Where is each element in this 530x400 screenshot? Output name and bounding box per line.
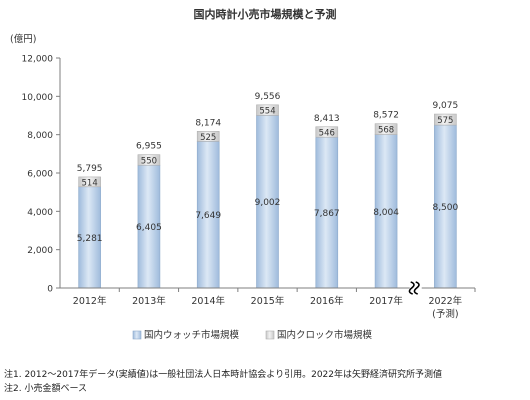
- data-label-watch: 8,004: [373, 208, 399, 218]
- y-axis-unit: (億円): [10, 33, 36, 45]
- x-tick-label: 2015年: [251, 295, 285, 307]
- legend-swatch-watch: [132, 330, 142, 340]
- x-tick-label: 2013年: [132, 295, 166, 307]
- data-label-total: 8,572: [373, 111, 399, 121]
- data-label-total: 5,795: [77, 164, 103, 174]
- data-label-clock: 575: [437, 116, 453, 126]
- legend-label-clock: 国内クロック市場規模: [277, 329, 373, 341]
- data-label-watch: 7,649: [195, 211, 221, 221]
- x-tick-label: 2022年: [429, 295, 463, 307]
- data-label-clock: 525: [200, 133, 216, 143]
- note-2: 注2. 小売金額ベース: [4, 384, 87, 394]
- y-tick-label: 4,000: [27, 208, 53, 218]
- data-label-clock: 546: [319, 128, 335, 138]
- bar-clock: [374, 123, 398, 135]
- x-axis-labels: 2012年 2013年 2014年 2015年 2016年 2017年 2022年(予測): [73, 288, 476, 320]
- x-tick-label: 2016年: [310, 295, 344, 307]
- x-tick-sublabel: (予測): [432, 308, 458, 320]
- data-label-clock: 568: [378, 126, 394, 136]
- y-tick-label: 8,000: [27, 131, 53, 141]
- axis-break-stroke: [408, 281, 415, 295]
- data-label-clock: 514: [82, 178, 98, 188]
- data-label-clock: 550: [141, 156, 157, 166]
- data-label-watch: 6,405: [136, 223, 162, 233]
- note-1: 注1. 2012～2017年データ(実績値)は一般社団法人日本時計協会より引用。…: [4, 370, 443, 380]
- y-tick-label: 12,000: [22, 55, 54, 65]
- data-label-watch: 7,867: [314, 209, 340, 219]
- bar-clock: [137, 154, 161, 166]
- data-label-clock: 554: [259, 107, 275, 117]
- axis-break-stroke: [413, 281, 420, 295]
- bar-clock: [78, 176, 101, 188]
- data-label-total: 8,174: [195, 118, 221, 128]
- data-label-total: 9,556: [255, 92, 281, 102]
- bar-clock: [315, 126, 339, 138]
- y-tick-label: 2,000: [27, 246, 53, 256]
- x-tick-label: 2012年: [73, 295, 107, 307]
- bar-clock: [434, 113, 457, 126]
- axis-break-mark: [408, 281, 422, 295]
- data-label-watch: 5,281: [77, 234, 103, 244]
- x-tick-label: 2017年: [369, 295, 403, 307]
- data-label-watch: 8,500: [432, 203, 458, 213]
- y-tick-label: 6,000: [27, 170, 53, 180]
- data-label-watch: 9,002: [255, 198, 281, 208]
- y-axis-ticks: 0 2,000 4,000 6,000 8,000 10,000 12,000: [22, 55, 60, 295]
- y-tick-label: 0: [47, 285, 53, 295]
- bars: 5,281 514 5,795 6,405 550 6,955 7,649 525 8,174 9…: [77, 92, 459, 289]
- legend-label-watch: 国内ウォッチ市場規模: [144, 329, 240, 341]
- chart-title: 国内時計小売市場規模と予測: [194, 7, 337, 21]
- legend-swatch-clock: [265, 330, 275, 340]
- data-label-total: 6,955: [136, 142, 162, 152]
- bar-clock: [256, 104, 279, 116]
- bar-clock: [196, 131, 220, 142]
- data-label-total: 9,075: [432, 101, 458, 111]
- x-tick-label: 2014年: [191, 295, 225, 307]
- data-label-total: 8,413: [314, 114, 340, 124]
- y-tick-label: 10,000: [22, 93, 54, 103]
- legend: 国内ウォッチ市場規模 国内クロック市場規模: [132, 329, 373, 341]
